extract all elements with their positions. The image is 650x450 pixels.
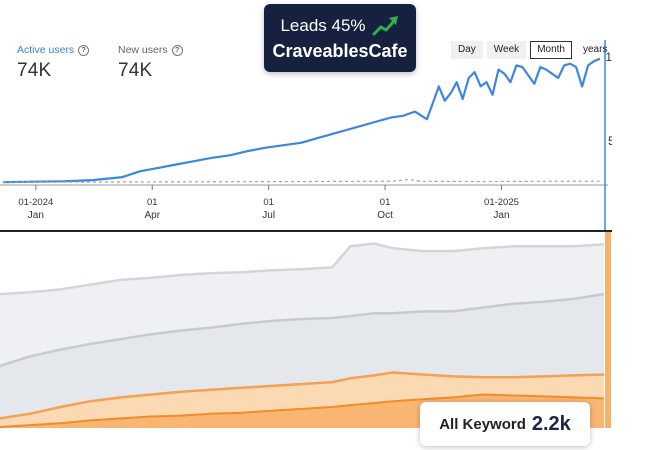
toggle-day[interactable]: Day — [451, 41, 483, 59]
all-keyword-value: 2.2k — [531, 412, 571, 435]
x-tick-label: Oct — [377, 210, 393, 221]
brand-name: CraveablesCafe — [272, 41, 408, 61]
y-tick-label: 500 — [608, 134, 612, 148]
x-tick-label: 01 — [380, 197, 391, 208]
x-tick-label: 01 — [147, 197, 158, 208]
leads-text: Leads 45% — [280, 16, 366, 35]
help-icon[interactable]: ? — [171, 44, 183, 56]
x-tick-label: Jan — [493, 210, 509, 221]
panel-divider — [0, 230, 612, 232]
toggle-years[interactable]: years — [582, 44, 608, 55]
total-line — [0, 242, 605, 296]
accent-bar — [605, 232, 611, 428]
active-users-label: Active users — [17, 44, 75, 56]
all-keyword-label: All Keyword — [439, 415, 526, 433]
x-tick-label: Jul — [262, 210, 275, 221]
active-users-line — [2, 57, 601, 184]
toggle-month[interactable]: Month — [530, 41, 572, 59]
x-tick-label: 01 — [263, 197, 274, 208]
y-tick-label: 1.5k — [605, 50, 612, 64]
bottom-chart-panel: 2.2k1.7k1.1k550 — [0, 232, 612, 428]
trend-up-arrow-icon — [372, 16, 398, 36]
new-users-metric[interactable]: New users? 74K — [118, 44, 183, 82]
top-chart: 1.5k1K500001-2024Jan01Apr01Jul01Oct01-20… — [0, 40, 612, 230]
all-keyword-card: All Keyword 2.2k — [420, 402, 590, 446]
x-tick-label: Jan — [28, 210, 44, 221]
bottom-chart: 2.2k1.7k1.1k550 — [0, 232, 611, 428]
keywords-recent-line — [0, 393, 605, 428]
help-icon[interactable]: ? — [78, 44, 90, 56]
new-users-label: New users — [118, 44, 168, 56]
toggle-week[interactable]: Week — [486, 41, 527, 59]
new-users-value: 74K — [118, 60, 153, 81]
x-tick-label: 01-2025 — [484, 197, 519, 208]
keywords-line — [0, 371, 605, 420]
active-users-value: 74K — [17, 60, 52, 81]
x-tick-label: 01-2024 — [18, 197, 53, 208]
new-users-line — [2, 178, 601, 183]
active-users-metric[interactable]: Active users? 74K — [17, 44, 90, 82]
leads-badge: Leads 45% CraveablesCafe — [264, 4, 416, 72]
time-range-toggle: Day Week Month years — [451, 41, 614, 59]
x-tick-label: Apr — [144, 210, 160, 221]
organic-line — [0, 292, 605, 368]
